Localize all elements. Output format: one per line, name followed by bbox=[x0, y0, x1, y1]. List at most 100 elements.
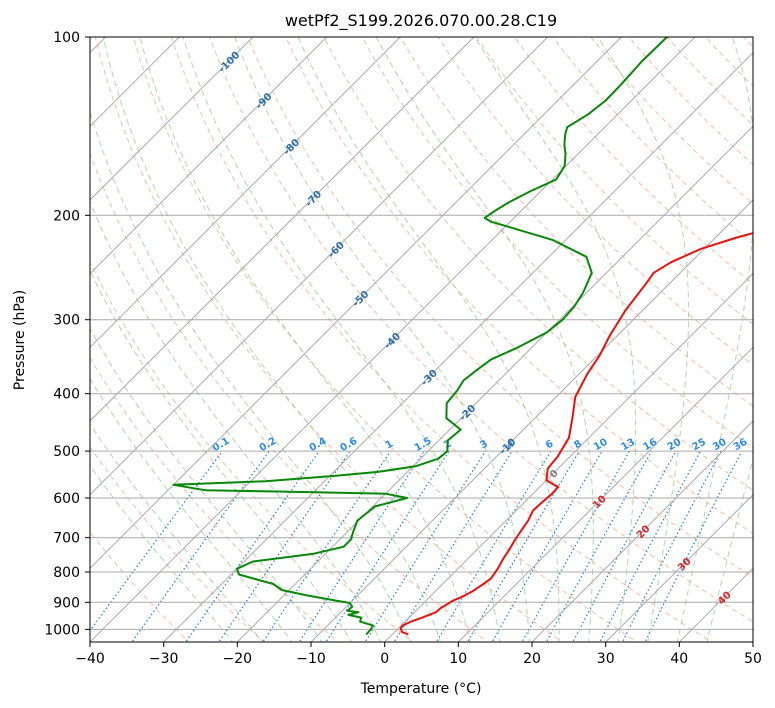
isotherm-line bbox=[90, 37, 622, 570]
isotherm-label: -100 bbox=[217, 50, 243, 76]
mixing-ratio-line bbox=[466, 450, 580, 642]
plot-frame bbox=[89, 36, 754, 643]
mixing-ratio-label: 1 bbox=[384, 438, 396, 451]
mixing-ratio-line bbox=[131, 450, 270, 642]
isotherm-line bbox=[236, 125, 753, 642]
isotherm-line bbox=[310, 199, 753, 642]
x-axis-label: Temperature (°C) bbox=[360, 681, 482, 697]
isotherm-line bbox=[163, 51, 753, 642]
y-tick-label: 300 bbox=[53, 313, 80, 329]
x-tick-label: 40 bbox=[670, 651, 688, 667]
dry-adiabat bbox=[285, 37, 753, 535]
isotherm-line bbox=[90, 37, 475, 422]
moist-adiabat bbox=[90, 269, 352, 642]
dry-adiabat bbox=[90, 446, 265, 642]
isotherm-line bbox=[90, 37, 328, 275]
mixing-ratio-line bbox=[545, 450, 653, 642]
isotherm-label: -20 bbox=[458, 403, 479, 424]
isotherm-line bbox=[90, 37, 401, 349]
isotherm-label: -90 bbox=[254, 91, 275, 112]
x-tick-label: 0 bbox=[380, 651, 389, 667]
isotherm-line bbox=[90, 37, 696, 642]
dry-adiabat bbox=[94, 37, 564, 642]
dry-adiabat bbox=[90, 260, 414, 642]
dry-adiabat bbox=[170, 37, 713, 642]
y-tick-label: 400 bbox=[53, 387, 80, 403]
mixing-ratio-label: 8 bbox=[572, 438, 584, 451]
isotherm-label: 10 bbox=[591, 494, 609, 512]
dry-adiabat bbox=[209, 37, 753, 623]
x-tick-label: −40 bbox=[75, 651, 105, 667]
dewpoint-profile-line bbox=[172, 37, 668, 636]
isotherm-line bbox=[752, 641, 753, 642]
isotherm-label: 30 bbox=[676, 556, 694, 574]
x-tick-label: −20 bbox=[223, 651, 253, 667]
y-axis-label: Pressure (hPa) bbox=[12, 290, 28, 390]
moist-adiabat bbox=[90, 423, 264, 642]
x-tick-label: 30 bbox=[597, 651, 615, 667]
dry-adiabat bbox=[132, 37, 638, 642]
isotherm-line bbox=[90, 37, 254, 201]
y-tick-label: 500 bbox=[53, 444, 80, 460]
isotherm-label: 20 bbox=[635, 524, 653, 542]
mixing-ratio-line bbox=[599, 450, 702, 642]
mixing-ratio-line bbox=[185, 450, 320, 642]
moist-adiabat bbox=[90, 200, 382, 642]
dry-adiabat bbox=[90, 531, 190, 642]
x-tick-label: −30 bbox=[149, 651, 179, 667]
mixing-ratio-line bbox=[435, 450, 552, 642]
mixing-ratio-line bbox=[262, 450, 392, 642]
y-tick-label: 700 bbox=[53, 531, 80, 547]
y-tick-label: 600 bbox=[53, 491, 80, 507]
dry-adiabat bbox=[437, 37, 753, 366]
y-tick-label: 200 bbox=[53, 208, 80, 224]
moist-adiabat bbox=[90, 464, 234, 642]
y-tick-label: 1000 bbox=[44, 622, 80, 638]
isotherm-line bbox=[90, 37, 549, 496]
x-tick-label: 10 bbox=[449, 651, 467, 667]
y-tick-label: 100 bbox=[53, 30, 80, 46]
mixing-ratio-line bbox=[298, 450, 425, 642]
axes: −40 −30 −20 −10 0 10 20 30 40 5010009008007006005… bbox=[44, 30, 762, 667]
dry-adiabat bbox=[247, 37, 753, 578]
mixing-ratio-line bbox=[572, 450, 677, 642]
x-tick-label: 20 bbox=[523, 651, 541, 667]
isotherm-label: -30 bbox=[419, 368, 440, 389]
moist-adiabat bbox=[139, 37, 471, 642]
mixing-ratio-label: 3 bbox=[478, 438, 490, 451]
isotherm-label: -10 bbox=[498, 437, 519, 458]
isotherm-line bbox=[531, 420, 753, 642]
isotherm-line bbox=[457, 346, 753, 642]
dry-adiabat bbox=[361, 37, 753, 449]
plot-background: 0.1 0.2 0.4 0.6 1 1.5 2 3 4 6 8 10 13 16 20 25 30 36-100-… bbox=[90, 37, 753, 642]
isotherm-line bbox=[605, 493, 753, 642]
mixing-ratio-label: 4 bbox=[505, 438, 517, 451]
isotherm-label: -40 bbox=[382, 331, 403, 352]
dry-adiabat bbox=[476, 37, 753, 325]
dry-adiabat bbox=[399, 37, 753, 407]
isotherm-label: 0 bbox=[548, 468, 561, 481]
dry-adiabat bbox=[704, 37, 753, 87]
dry-adiabat bbox=[323, 37, 753, 491]
isotherm-line bbox=[678, 567, 753, 642]
x-tick-label: 50 bbox=[744, 651, 762, 667]
mixing-ratio-line bbox=[325, 450, 450, 642]
mixing-ratio-label: 6 bbox=[544, 438, 556, 451]
moist-adiabat bbox=[297, 37, 560, 642]
dry-adiabat bbox=[90, 152, 489, 642]
moist-adiabat bbox=[597, 37, 689, 642]
isotherm-line bbox=[384, 272, 753, 642]
dry-adiabat bbox=[514, 37, 753, 285]
plot-series bbox=[172, 37, 753, 636]
y-tick-label: 900 bbox=[53, 595, 80, 611]
mixing-ratio-line bbox=[90, 450, 223, 632]
isotherm-label: -60 bbox=[326, 240, 347, 261]
chart-title: wetPf2_S199.2026.070.00.28.C19 bbox=[285, 11, 557, 31]
x-tick-label: −10 bbox=[296, 651, 326, 667]
mixing-ratio-line bbox=[364, 450, 486, 642]
moist-adiabat bbox=[90, 110, 412, 642]
mixing-ratio-line bbox=[644, 450, 743, 642]
moist-adiabat bbox=[474, 37, 637, 642]
mixing-ratio-line bbox=[491, 450, 603, 642]
